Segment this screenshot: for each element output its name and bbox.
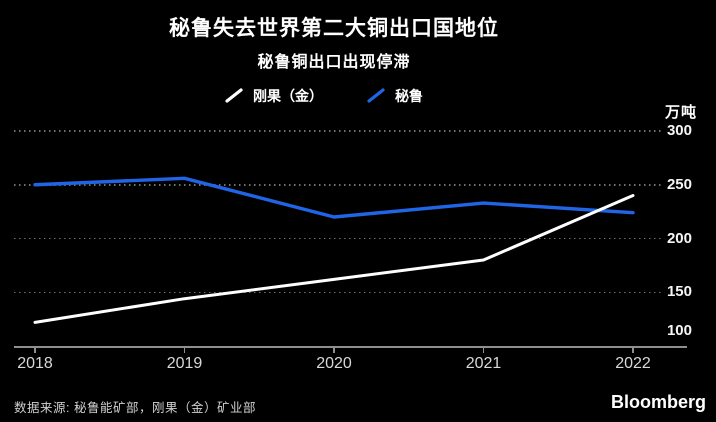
series-line-刚果（金） — [33, 194, 635, 324]
legend-item-0: 刚果（金） — [225, 86, 323, 106]
legend-item-1: 秘鲁 — [367, 86, 423, 106]
legend-line-marker-icon — [367, 88, 385, 103]
legend-line-marker-icon — [225, 88, 243, 103]
bloomberg-logo: Bloomberg — [610, 392, 706, 412]
legend-label: 刚果（金） — [253, 88, 323, 104]
legend: 刚果（金） 秘鲁 — [0, 86, 648, 106]
chart-subtitle: 秘鲁铜出口出现停滞 — [257, 54, 411, 71]
source-note: 数据来源: 秘鲁能矿部，刚果（金）矿业部 — [14, 401, 256, 415]
y-axis-unit-label: 万吨 — [664, 104, 697, 121]
chart-title: 秘鲁失去世界第二大铜出口国地位 — [169, 17, 499, 40]
x-axis-line — [14, 346, 687, 348]
legend-label: 秘鲁 — [395, 88, 423, 104]
series-line-秘鲁 — [33, 176, 635, 219]
